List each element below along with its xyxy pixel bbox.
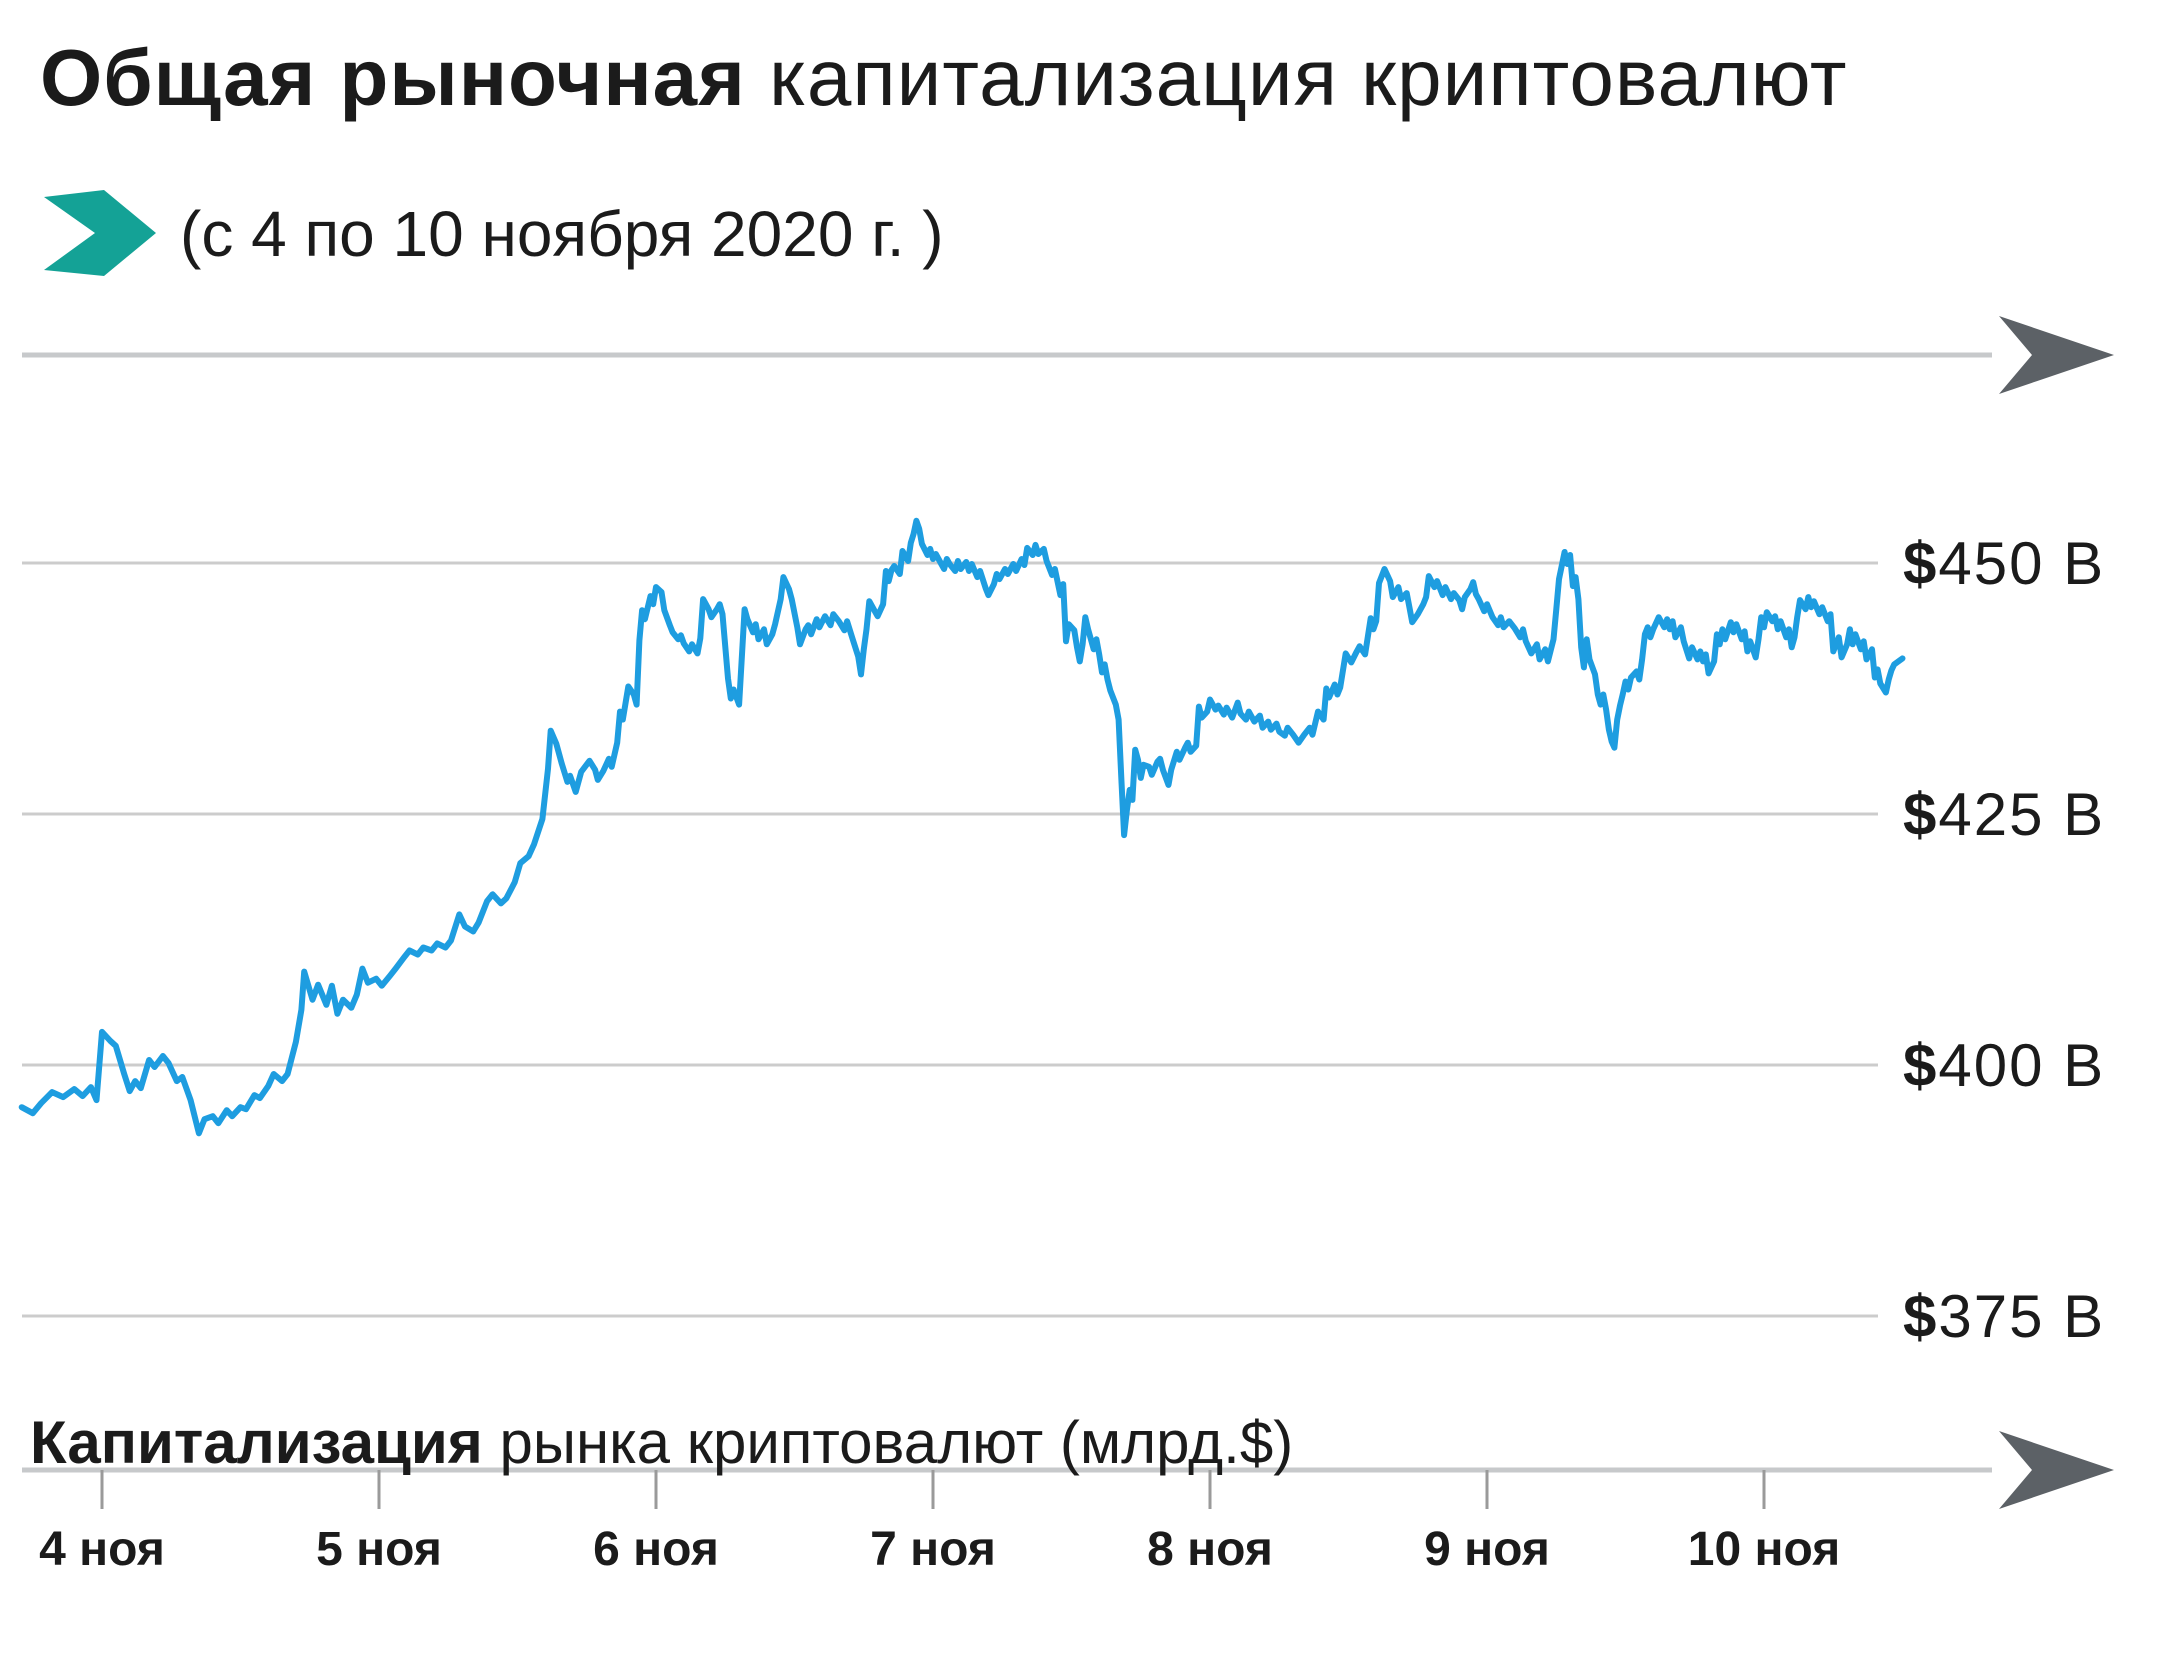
x-axis-label: 8 ноя xyxy=(1147,1523,1273,1576)
price-line xyxy=(18,517,1906,1137)
x-axis-label: 9 ноя xyxy=(1424,1523,1550,1576)
subtitle-row: (с 4 по 10 ноября 2020 г. ) xyxy=(42,190,944,278)
x-axis-label: 7 ноя xyxy=(870,1523,996,1576)
page-title: Общая рыночная капитализация криптовалют xyxy=(40,34,1848,122)
x-axis-caption: Капитализация рынка криптовалют (млрд.$) xyxy=(30,1408,1293,1477)
x-axis-caption-bold: Капитализация xyxy=(30,1409,483,1476)
y-axis-label: $400 B xyxy=(1903,1032,2105,1099)
x-axis-label: 4 ноя xyxy=(39,1523,165,1576)
subtitle-text: (с 4 по 10 ноября 2020 г. ) xyxy=(180,198,944,270)
x-axis-label: 5 ноя xyxy=(316,1523,442,1576)
right-arrow-icon xyxy=(42,190,158,278)
x-axis-label: 10 ноя xyxy=(1688,1523,1840,1576)
page-title-regular: капитализация криптовалют xyxy=(745,33,1848,122)
y-axis-label: $375 B xyxy=(1903,1283,2105,1350)
top-axis-arrowhead-icon xyxy=(1999,316,2114,394)
x-axis-label: 6 ноя xyxy=(593,1523,719,1576)
y-axis-label: $450 B xyxy=(1903,530,2105,597)
x-axis-caption-regular: рынка криптовалют (млрд.$) xyxy=(482,1409,1294,1476)
x-axis-arrowhead-icon xyxy=(1999,1431,2114,1509)
page-title-bold: Общая рыночная xyxy=(40,33,746,122)
y-axis-label: $425 B xyxy=(1903,781,2105,848)
